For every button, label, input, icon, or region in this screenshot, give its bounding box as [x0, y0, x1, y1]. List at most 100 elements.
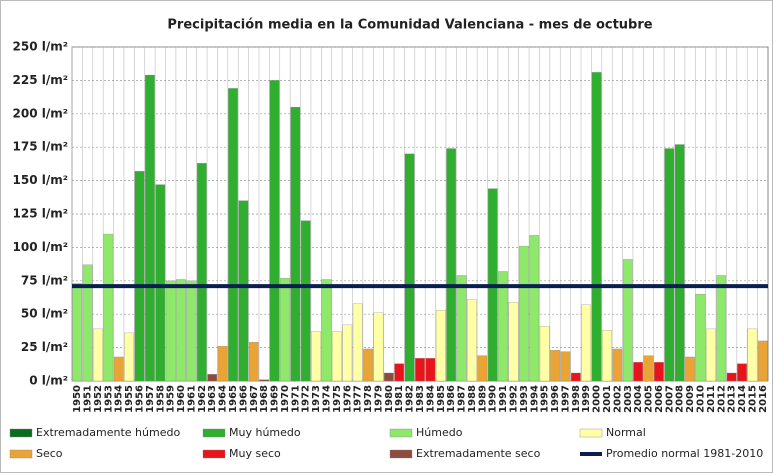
bar — [446, 148, 456, 382]
bar — [124, 332, 134, 382]
x-tick-label: 2014 — [737, 385, 748, 413]
bar — [674, 144, 685, 382]
x-tick-label: 1980 — [384, 385, 395, 413]
bar — [176, 279, 186, 382]
x-tick-label: 2015 — [747, 385, 758, 413]
bar — [654, 362, 664, 382]
x-tick-label: 2004 — [633, 385, 644, 413]
chart-title: Precipitación media en la Comunidad Vale… — [167, 18, 652, 33]
x-tick-label: 1956 — [135, 385, 146, 413]
x-tick-label: 1965 — [228, 385, 239, 413]
x-tick-label: 1950 — [72, 385, 83, 413]
bar — [477, 355, 488, 382]
bar — [508, 302, 519, 382]
x-tick-label: 1977 — [353, 385, 364, 413]
x-tick-label: 1953 — [103, 385, 114, 413]
bar — [519, 245, 529, 382]
bar — [332, 331, 342, 382]
x-tick-label: 1994 — [529, 385, 540, 413]
legend-swatch — [202, 449, 226, 459]
x-tick-label: 1998 — [571, 385, 582, 413]
bar — [384, 372, 394, 382]
bar — [695, 294, 706, 382]
bar — [581, 304, 592, 382]
bar — [415, 358, 425, 382]
bar — [633, 362, 643, 382]
x-tick-label: 2009 — [685, 385, 696, 413]
bar — [529, 235, 540, 382]
x-tick-label: 2013 — [727, 385, 738, 413]
y-tick-label: 225 l/m² — [13, 73, 68, 87]
x-tick-label: 1993 — [519, 385, 530, 413]
x-tick-label: 2000 — [592, 385, 603, 413]
x-tick-label: 1959 — [166, 385, 177, 413]
x-tick-label: 1979 — [373, 385, 384, 413]
x-tick-label: 2003 — [623, 385, 634, 413]
bar — [622, 259, 633, 382]
bar — [280, 277, 290, 382]
bar — [664, 148, 675, 382]
x-tick-label: 1986 — [446, 385, 457, 413]
x-tick-label: 1968 — [259, 385, 270, 413]
y-tick-label: 25 l/m² — [21, 340, 68, 354]
x-tick-label: 1973 — [311, 385, 322, 413]
bar — [373, 312, 384, 382]
legend-swatch — [389, 428, 413, 438]
bar — [425, 358, 436, 382]
legend-label: Muy seco — [229, 447, 281, 460]
x-tick-label: 1981 — [394, 385, 405, 413]
bar — [155, 184, 166, 382]
bar — [186, 280, 197, 382]
bar — [643, 355, 654, 382]
x-tick-label: 1974 — [322, 385, 333, 413]
x-tick-label: 1970 — [280, 385, 291, 413]
x-tick-label: 1958 — [155, 385, 166, 413]
x-tick-label: 1969 — [270, 385, 281, 413]
y-tick-label: 150 l/m² — [13, 173, 68, 187]
bar — [165, 280, 176, 382]
y-tick-label: 0 l/m² — [29, 374, 68, 388]
legend-label: Húmedo — [416, 426, 463, 439]
x-tick-label: 1955 — [124, 385, 135, 413]
bar — [352, 303, 363, 382]
bar — [259, 379, 270, 382]
x-tick-label: 1961 — [186, 385, 197, 413]
x-tick-label: 1990 — [488, 385, 499, 413]
bar — [217, 346, 228, 382]
x-tick-label: 1951 — [83, 385, 94, 413]
legend-label: Normal — [606, 426, 646, 439]
x-tick-label: 1985 — [436, 385, 447, 413]
legend-swatch — [9, 449, 33, 459]
bar — [560, 351, 571, 382]
x-tick-label: 1995 — [540, 385, 551, 413]
bar — [300, 220, 311, 382]
bar — [134, 171, 145, 382]
legend-label: Extremadamente seco — [416, 447, 541, 460]
x-tick-label: 1967 — [249, 385, 260, 413]
bar — [207, 374, 218, 382]
bar — [435, 310, 446, 382]
bar — [197, 163, 207, 382]
x-tick-label: 1976 — [342, 385, 353, 413]
bar — [467, 299, 477, 382]
x-tick-label: 1997 — [560, 385, 571, 413]
y-tick-label: 250 l/m² — [13, 40, 68, 54]
bar — [228, 88, 238, 382]
legend-swatch — [202, 428, 226, 438]
y-tick-label: 100 l/m² — [13, 240, 68, 254]
x-tick-label: 1971 — [290, 385, 301, 413]
x-tick-label: 2008 — [675, 385, 686, 413]
bar — [248, 342, 259, 382]
bar — [726, 372, 737, 382]
bar — [311, 331, 321, 382]
x-tick-label: 1972 — [301, 385, 312, 413]
bar — [103, 233, 114, 382]
bar — [591, 72, 602, 382]
x-tick-label: 1982 — [405, 385, 416, 413]
x-tick-label: 2012 — [716, 385, 727, 413]
x-tick-label: 1963 — [207, 385, 218, 413]
bar — [716, 275, 727, 382]
x-tick-label: 2006 — [654, 385, 665, 413]
